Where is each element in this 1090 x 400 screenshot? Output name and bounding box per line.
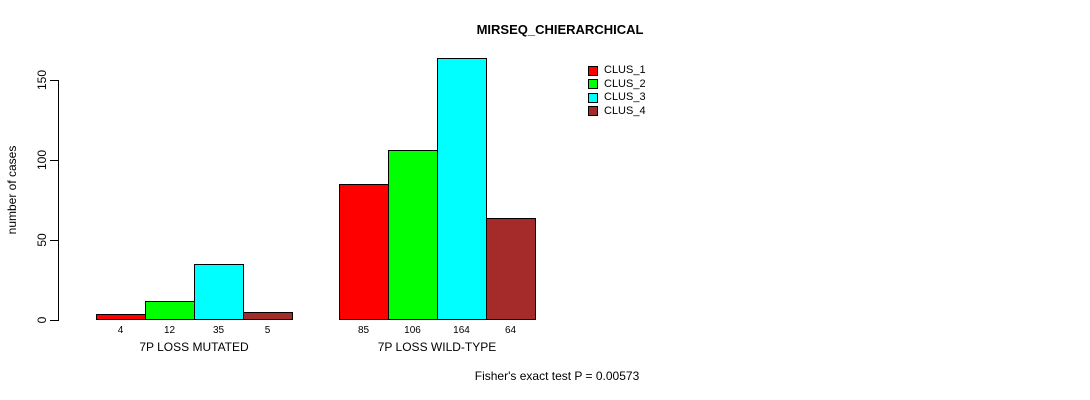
y-axis-tick [50, 240, 58, 241]
y-axis-tick-label: 50 [35, 233, 49, 247]
legend-swatch-icon [588, 92, 598, 103]
legend-label: CLUS_4 [604, 104, 646, 117]
bar-clus_3-group2 [437, 57, 487, 320]
legend-entry-clus_2: CLUS_2 [588, 78, 646, 92]
legend-entry-clus_1: CLUS_1 [588, 64, 646, 78]
bar-value-label: 5 [264, 325, 271, 336]
bar-value-label: 12 [163, 325, 176, 336]
legend-swatch-icon [588, 65, 598, 76]
bar-value-label: 85 [357, 325, 370, 336]
x-group-label: 7P LOSS MUTATED [139, 340, 249, 354]
bar-value-label: 35 [212, 325, 225, 336]
bar-clus_2-group1 [145, 300, 195, 320]
fisher-test-annotation: Fisher's exact test P = 0.00573 [474, 369, 640, 383]
bar-value-label: 106 [404, 325, 421, 336]
legend-swatch-icon [588, 106, 598, 117]
bar-clus_4-group1 [243, 312, 293, 320]
chart-title: MIRSEQ_CHIERARCHICAL [476, 22, 644, 37]
legend-label: CLUS_3 [604, 91, 646, 104]
legend-entry-clus_3: CLUS_3 [588, 91, 646, 105]
y-axis-label: number of cases [5, 145, 19, 235]
bar-clus_1-group1 [96, 313, 146, 320]
bar-value-label: 64 [504, 325, 517, 336]
bar-clus_1-group2 [339, 184, 389, 320]
legend-entry-clus_4: CLUS_4 [588, 105, 646, 119]
bar-value-label: 164 [453, 325, 470, 336]
bar-clus_3-group1 [194, 264, 244, 320]
y-axis-line [58, 80, 59, 321]
legend-swatch-icon [588, 79, 598, 90]
bar-clus_2-group2 [388, 150, 438, 320]
x-group-label: 7P LOSS WILD-TYPE [377, 340, 497, 354]
y-axis-tick-label: 100 [35, 149, 49, 171]
legend-label: CLUS_2 [604, 77, 646, 90]
bar-clus_4-group2 [486, 217, 536, 320]
y-axis-tick [50, 80, 58, 81]
y-axis-tick [50, 320, 58, 321]
bar-value-label: 4 [117, 325, 124, 336]
legend-label: CLUS_1 [604, 64, 646, 77]
y-axis-tick-label: 0 [35, 316, 49, 324]
y-axis-tick-label: 150 [35, 69, 49, 91]
y-axis-tick [50, 160, 58, 161]
legend: CLUS_1 CLUS_2 CLUS_3 CLUS_4 [588, 64, 646, 118]
